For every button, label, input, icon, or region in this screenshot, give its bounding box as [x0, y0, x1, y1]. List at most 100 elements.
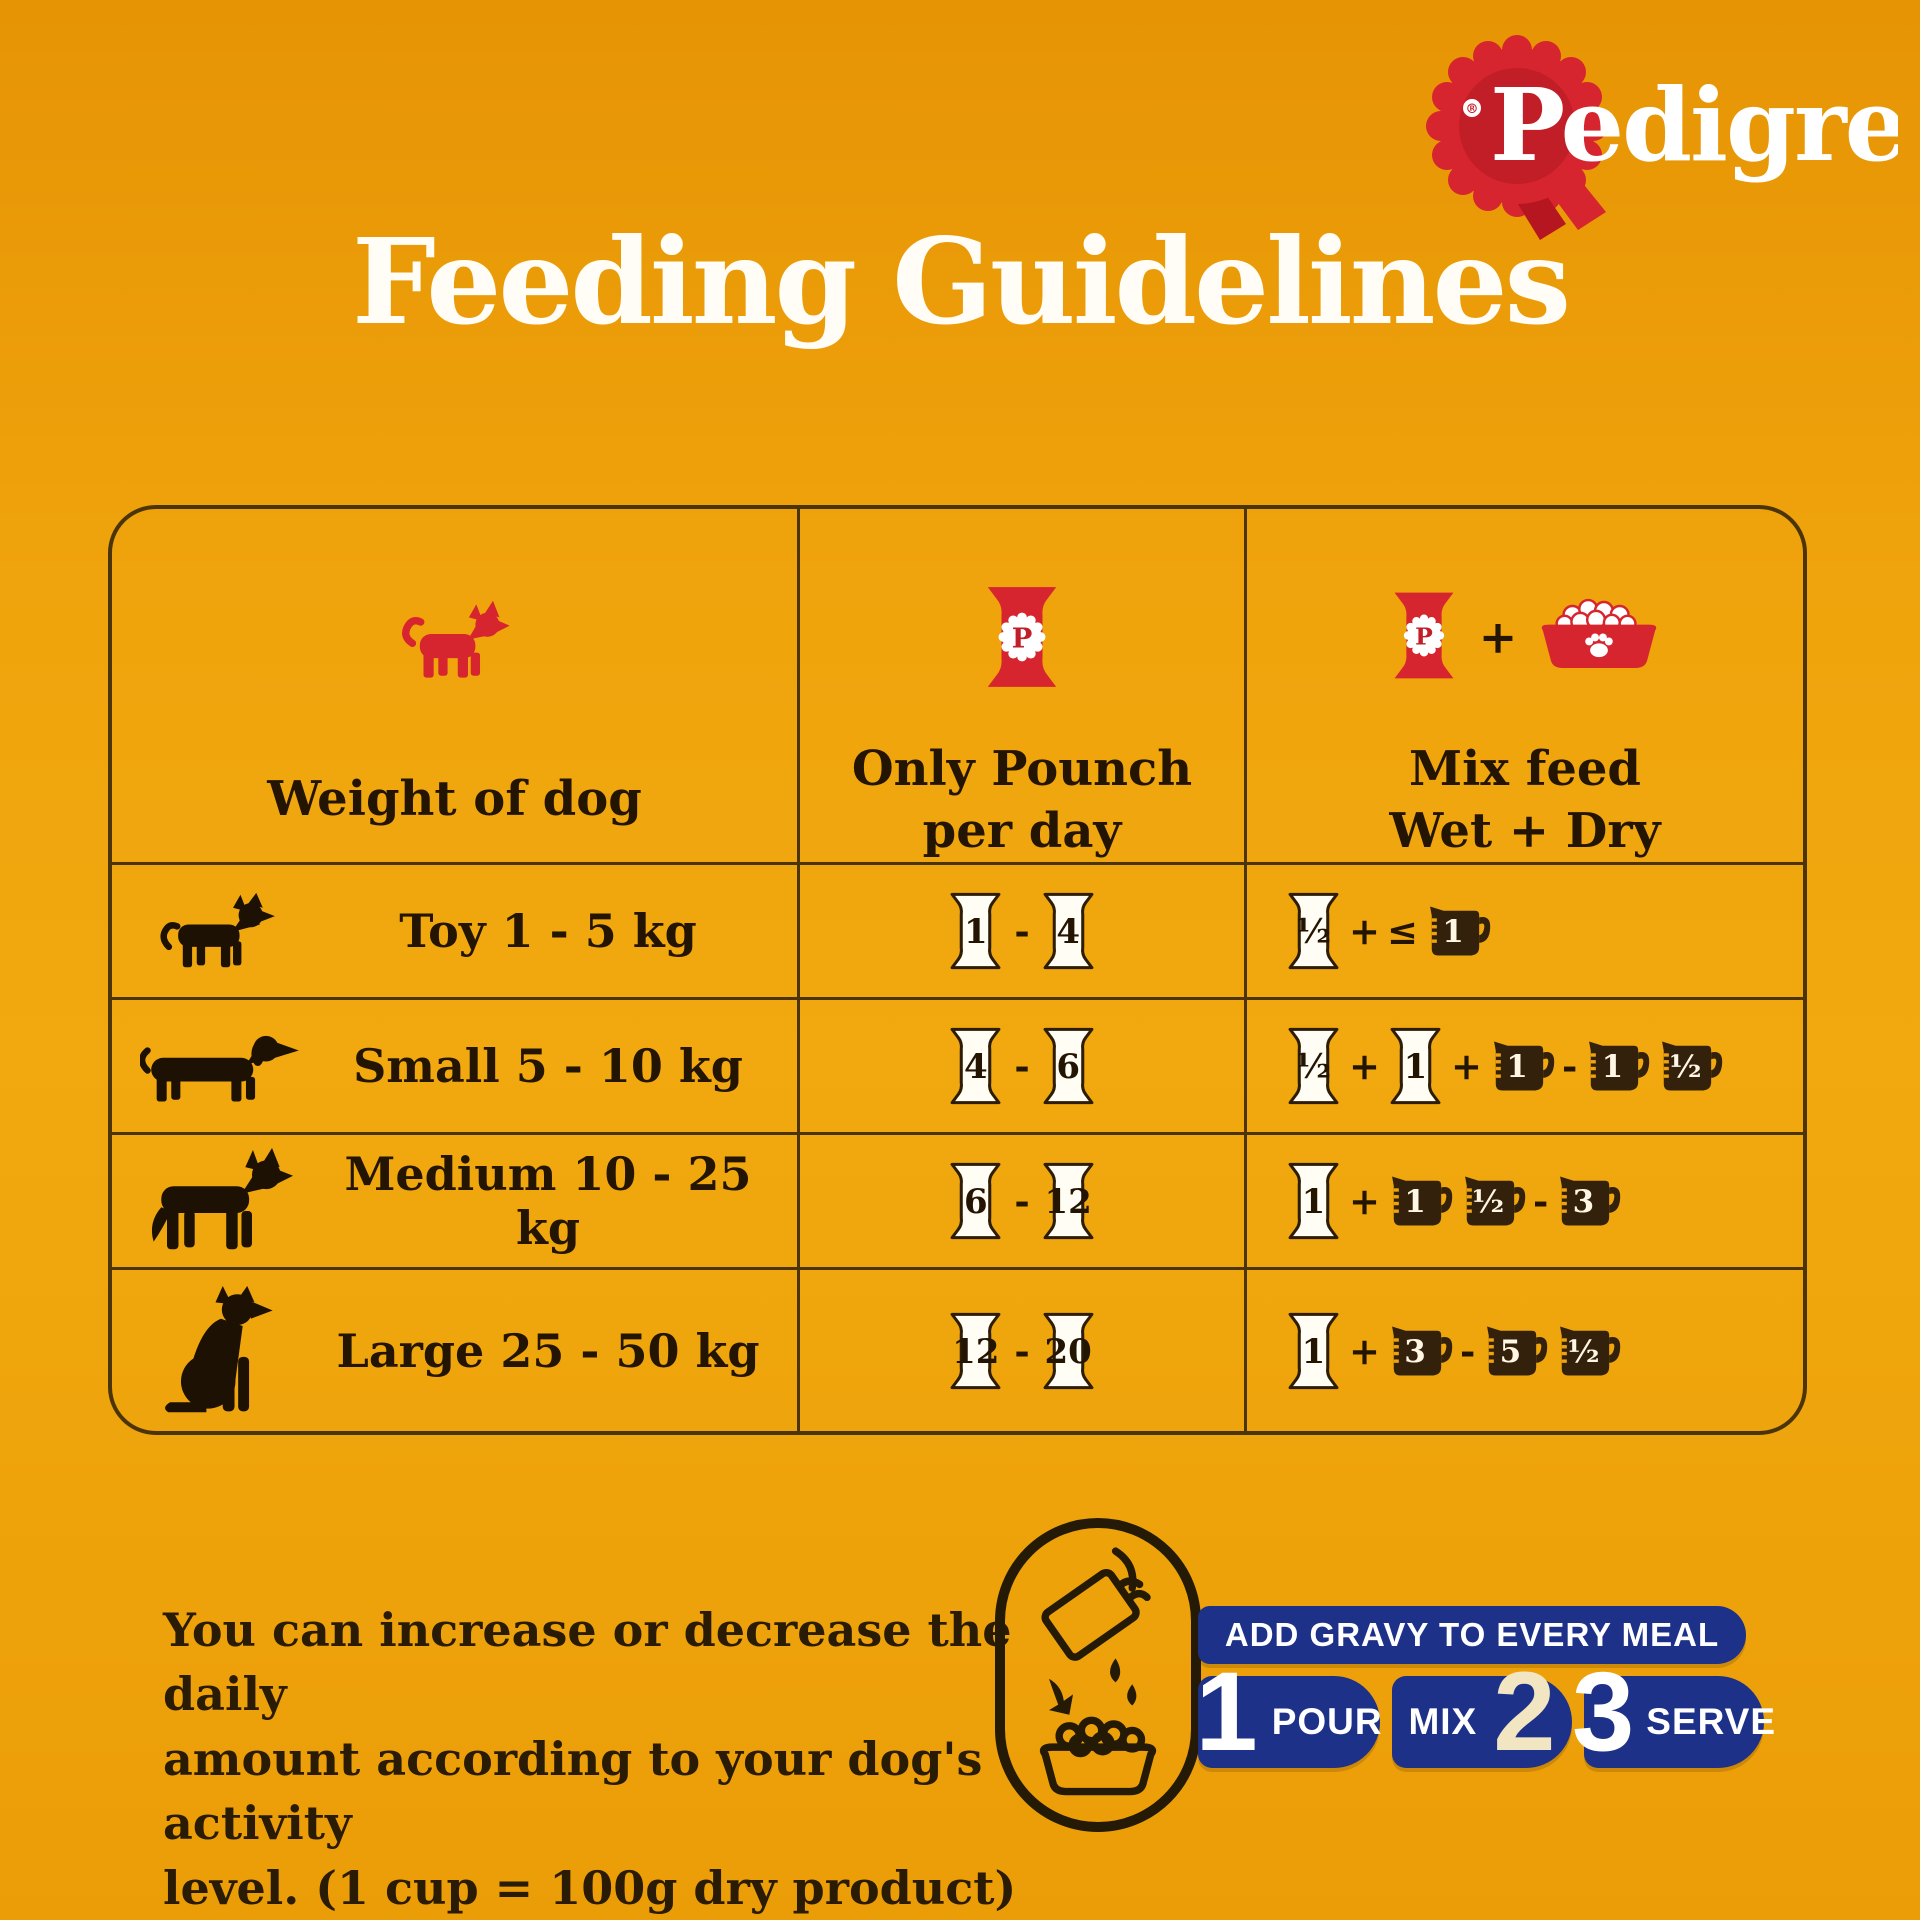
- step-label: SERVE: [1646, 1701, 1777, 1742]
- pouch-count: 6: [1056, 1047, 1080, 1087]
- note-line: You can increase or decrease the daily: [163, 1603, 1012, 1722]
- pouch-count: 12: [952, 1331, 1000, 1372]
- column-header-label: Weight of dog: [267, 771, 642, 827]
- range-dash: -: [1014, 909, 1030, 953]
- header-line: Mix feed: [1409, 741, 1641, 798]
- step-label: MIX: [1408, 1701, 1478, 1742]
- range-dash: -: [1014, 1328, 1030, 1373]
- cup-count: 3: [1404, 1333, 1426, 1370]
- header-only-pouch: P Only Pounch per day: [800, 509, 1247, 865]
- pouch-range-small: 4 - 6: [800, 1000, 1247, 1135]
- pouch-icon: 1: [1387, 1026, 1444, 1106]
- table-row-large-weight: Large 25 - 50 kg: [112, 1270, 800, 1431]
- pouch-range-toy: 1 - 4: [800, 865, 1247, 1000]
- header-line: Wet + Dry: [1389, 802, 1661, 859]
- mix-feed-small: ½ + 1 + 1 - 1 ½: [1247, 1000, 1803, 1135]
- plus-sign: +: [1349, 1179, 1381, 1223]
- pouch-icon: 1: [947, 891, 1004, 971]
- pouch-count: 20: [1044, 1331, 1092, 1372]
- rosette-icon: ® Pedigree: [1426, 35, 1920, 240]
- measuring-cup-icon: 1: [1387, 1169, 1453, 1233]
- plus-sign: +: [1451, 1044, 1483, 1088]
- plus-sign: +: [1349, 909, 1381, 953]
- pouch-count: ½: [1295, 912, 1332, 952]
- pouch-count: 6: [963, 1182, 988, 1222]
- step-number: 2: [1493, 1649, 1556, 1774]
- range-dash: -: [1533, 1179, 1549, 1223]
- pouch-icon: ½: [1285, 1026, 1342, 1106]
- pouch-range-large: 12 - 20: [800, 1270, 1247, 1431]
- column-header-label: Only Pounch per day: [852, 739, 1192, 862]
- dachshund-dog-icon: [112, 1025, 327, 1107]
- step-number: 3: [1571, 1649, 1635, 1774]
- measuring-cup-icon: 3: [1555, 1169, 1621, 1233]
- weight-label: Large 25 - 50 kg: [336, 1323, 760, 1378]
- pouch-icon: 4: [1040, 891, 1097, 971]
- plus-sign: +: [1478, 610, 1518, 665]
- table-row-toy-weight: Toy 1 - 5 kg: [112, 865, 800, 1000]
- pouch-icon: ½: [1285, 891, 1342, 971]
- pouch-count: 4: [1056, 912, 1080, 952]
- pouch-count: 4: [963, 1047, 988, 1087]
- pouch-icon: 6: [947, 1161, 1004, 1241]
- red-bowl-icon: [1535, 597, 1663, 678]
- pedigree-logo: ® Pedigree: [1420, 26, 1920, 244]
- step-pour: 1 POUR: [1195, 1656, 1383, 1768]
- weight-label: Medium 10 - 25 kg: [344, 1147, 752, 1255]
- step-label: POUR: [1271, 1701, 1383, 1742]
- pouch-count: 1: [1301, 1331, 1326, 1372]
- pouch-icon: 1: [1285, 1311, 1342, 1391]
- cup-count: 1: [1506, 1049, 1528, 1085]
- table-row-medium-weight: Medium 10 - 25 kg: [112, 1135, 800, 1270]
- brand-wordmark: Pedigree: [1490, 66, 1898, 184]
- header-mix-feed: P +: [1247, 509, 1803, 865]
- weight-label: Small 5 - 10 kg: [353, 1039, 743, 1093]
- registered-mark: ®: [1466, 102, 1479, 117]
- step-number: 1: [1195, 1649, 1258, 1774]
- mix-feed-toy: ½ + ≤ 1: [1247, 865, 1803, 1000]
- pouch-rosette-letter: P: [1415, 622, 1433, 650]
- measuring-cup-icon: 1: [1489, 1034, 1555, 1098]
- plus-sign: +: [1349, 1328, 1381, 1373]
- pouch-icon: 6: [1040, 1026, 1097, 1106]
- measuring-cup-icon: 3: [1387, 1319, 1453, 1383]
- pouch-icon: 4: [947, 1026, 1004, 1106]
- add-gravy-banner: ADD GRAVY TO EVERY MEAL: [1198, 1606, 1746, 1664]
- pouch-icon: 12: [1040, 1161, 1097, 1241]
- measuring-cup-icon: ½: [1657, 1034, 1723, 1098]
- mix-feed-large: 1 + 3 - 5 ½: [1247, 1270, 1803, 1431]
- header-line: Only Pounch: [851, 741, 1193, 798]
- cup-count: ½: [1567, 1333, 1600, 1370]
- medium-dog-icon: [112, 1147, 327, 1255]
- feeding-note: You can increase or decrease the daily a…: [163, 1598, 1063, 1920]
- measuring-cup-icon: ½: [1555, 1319, 1621, 1383]
- pouch-count: 1: [963, 912, 988, 952]
- red-dog-icon: [399, 561, 511, 721]
- cup-count: 1: [1442, 914, 1464, 950]
- pouch-icon: 1: [1285, 1161, 1342, 1241]
- gravy-steps: 1 POUR MIX 2 3 SERVE: [1195, 1656, 1775, 1768]
- pouch-icon: 12: [947, 1311, 1004, 1391]
- red-pouch-icon: P: [1387, 588, 1461, 687]
- column-header-label: Mix feed Wet + Dry: [1389, 739, 1660, 862]
- note-line: amount according to your dog's activity: [163, 1731, 983, 1851]
- paw-print-icon: [1585, 633, 1614, 657]
- table-row-small-weight: Small 5 - 10 kg: [112, 1000, 800, 1135]
- range-dash: -: [1460, 1328, 1476, 1373]
- cup-count: 1: [1404, 1184, 1426, 1220]
- pouch-count: 12: [1044, 1182, 1092, 1222]
- cup-count: 5: [1499, 1333, 1522, 1370]
- pouch-count: 1: [1403, 1047, 1428, 1087]
- red-pouch-icon: P: [979, 561, 1065, 713]
- cup-count: 1: [1601, 1049, 1624, 1085]
- cup-count: 3: [1572, 1184, 1595, 1220]
- step-serve: 3 SERVE: [1572, 1656, 1775, 1768]
- range-dash: -: [1014, 1179, 1030, 1223]
- pouch-range-medium: 6 - 12: [800, 1135, 1247, 1270]
- page-title: Feeding Guidelines: [351, 212, 1571, 351]
- measuring-cup-icon: ½: [1460, 1169, 1526, 1233]
- large-dog-icon: [112, 1286, 327, 1415]
- step-mix: MIX 2: [1392, 1656, 1572, 1768]
- pouch-rosette-letter: P: [1012, 623, 1033, 655]
- header-weight-of-dog: Weight of dog: [112, 509, 800, 865]
